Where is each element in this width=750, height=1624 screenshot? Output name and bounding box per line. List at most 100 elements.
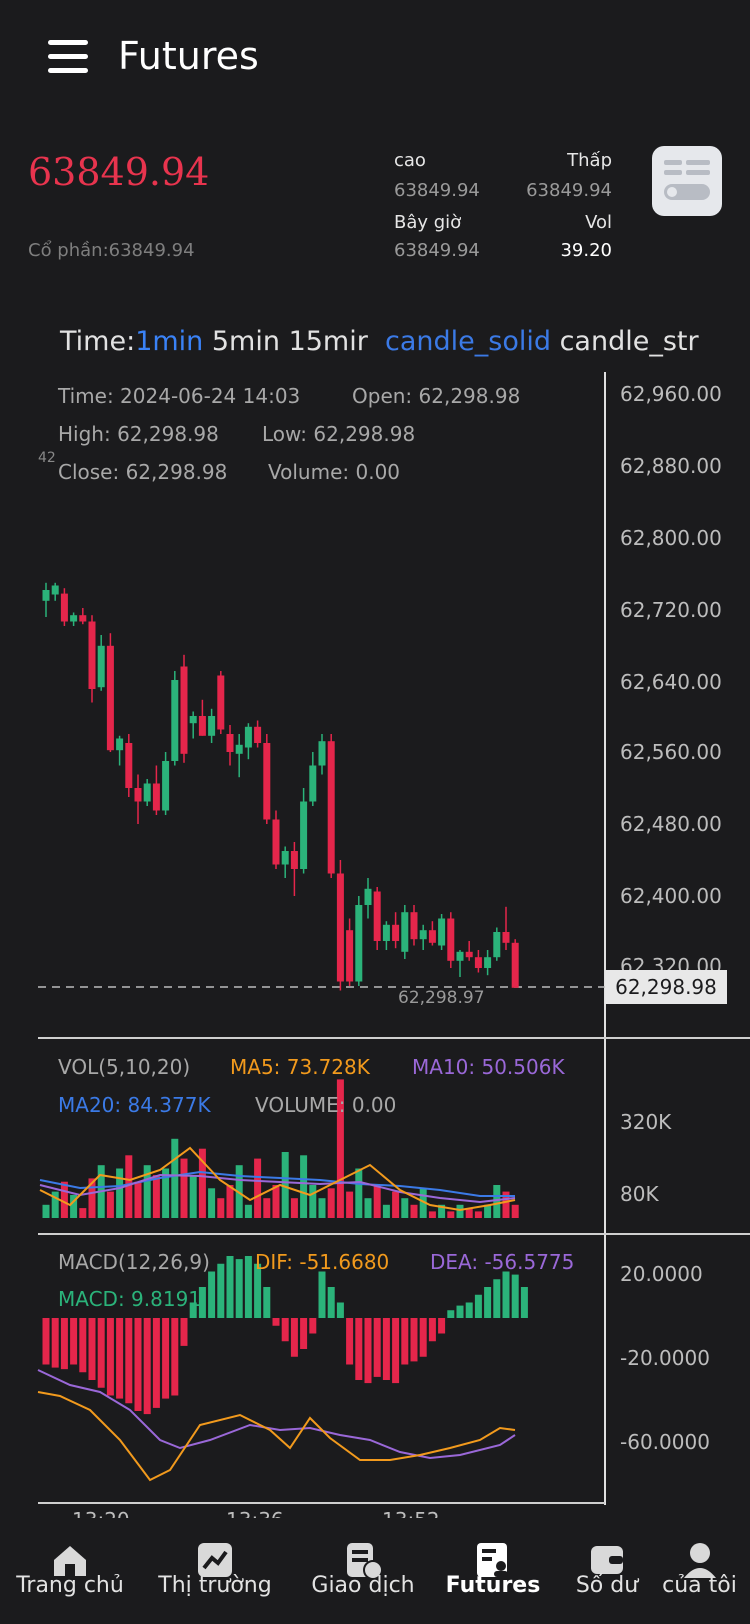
- candle-body: [79, 615, 87, 622]
- macd-bar: [88, 1318, 96, 1380]
- volume-bar: [318, 1198, 326, 1218]
- price-tick: 62,800.00: [620, 526, 722, 550]
- macd-bar: [152, 1318, 160, 1408]
- volume-bar: [198, 1148, 206, 1218]
- candle-body: [134, 788, 142, 802]
- nav-market[interactable]: Thị trường: [150, 1518, 280, 1624]
- volume-bar: [51, 1191, 59, 1218]
- candle-body: [290, 851, 298, 869]
- volume-bar: [447, 1211, 455, 1218]
- type-candle-solid[interactable]: candle_solid: [385, 326, 551, 357]
- candle-body: [364, 888, 372, 905]
- macd-bar: [254, 1263, 262, 1318]
- candle-body: [392, 924, 400, 941]
- volume-bar: [465, 1208, 473, 1218]
- low-value: 63849.94: [526, 180, 612, 201]
- candle-body: [419, 930, 427, 940]
- volume-bar: [309, 1185, 317, 1218]
- nav-futures[interactable]: Futures: [428, 1518, 558, 1624]
- vol-tick: 80K: [620, 1182, 659, 1206]
- macd-bar: [520, 1287, 528, 1318]
- macd-tick: -60.0000: [620, 1430, 710, 1454]
- macd-bar: [447, 1310, 455, 1318]
- volume-bar: [125, 1155, 133, 1218]
- candle-body: [42, 590, 50, 601]
- candle-high: High: 62,298.98: [58, 422, 219, 446]
- macd-bar: [235, 1259, 243, 1318]
- candle-body: [327, 741, 335, 874]
- nav-home[interactable]: Trang chủ: [5, 1518, 135, 1624]
- volume-bar: [300, 1155, 308, 1218]
- candle-body: [162, 761, 170, 811]
- candle-body: [254, 726, 262, 743]
- macd-bars: [42, 1256, 528, 1415]
- candle-body: [272, 819, 280, 865]
- kline-chart[interactable]: [0, 366, 750, 1518]
- vol-ma5: MA5: 73.728K: [230, 1055, 370, 1079]
- volume-bar: [143, 1165, 151, 1218]
- candle-body: [235, 744, 243, 754]
- macd-bar: [290, 1318, 298, 1357]
- nav-profile[interactable]: của tôi: [652, 1518, 747, 1624]
- candle-body: [447, 918, 455, 961]
- nav-trade-label: Giao dịch: [311, 1573, 415, 1598]
- macd-bar: [373, 1318, 381, 1377]
- ma5-line: [39, 1146, 516, 1212]
- macd-bar: [281, 1318, 289, 1342]
- volume-bar: [484, 1204, 492, 1218]
- nav-profile-label: của tôi: [662, 1573, 737, 1598]
- macd-bar: [208, 1271, 216, 1318]
- candle-body: [336, 873, 344, 982]
- price-tick: 62,960.00: [620, 382, 722, 406]
- ma20-line: [39, 1170, 515, 1197]
- market-chart-icon: [198, 1543, 232, 1577]
- volume-bar: [60, 1181, 68, 1218]
- candle-body: [281, 851, 289, 865]
- volume-bar: [373, 1185, 381, 1218]
- interval-5min[interactable]: 5min: [211, 326, 280, 357]
- ma-lines: [37, 1146, 516, 1482]
- settings-toggle-icon[interactable]: [652, 146, 722, 216]
- macd-bar: [106, 1318, 114, 1396]
- bottom-nav: Trang chủ Thị trường Giao dịch Futures: [0, 1518, 750, 1624]
- volume-bar: [456, 1204, 464, 1218]
- macd-bar: [419, 1318, 427, 1357]
- edge-label: 42: [38, 450, 56, 466]
- candle-body: [97, 645, 105, 688]
- home-icon: [54, 1546, 86, 1576]
- candle-body: [382, 924, 390, 941]
- interval-15min[interactable]: 15mir: [288, 326, 368, 357]
- macd-bar: [60, 1318, 68, 1370]
- interval-bar: Time:1min 5min 15mir candle_solid candle…: [60, 326, 699, 357]
- macd-value: MACD: 9.8191: [58, 1287, 202, 1311]
- macd-bar: [226, 1256, 234, 1318]
- volume-bar: [327, 1188, 335, 1218]
- vol-tick: 320K: [620, 1110, 672, 1134]
- app-header: Futures: [0, 0, 750, 120]
- macd-bar: [355, 1318, 363, 1380]
- candle-low: Low: 62,298.98: [262, 422, 416, 446]
- share-price-label: Cổ phần:63849.94: [28, 240, 195, 261]
- interval-1min[interactable]: 1min: [135, 326, 204, 357]
- vol-value: 39.20: [560, 240, 612, 261]
- macd-bar: [456, 1305, 464, 1318]
- type-candle-stroke[interactable]: candle_str: [559, 326, 699, 357]
- volume-bar: [171, 1138, 179, 1218]
- candle-body: [189, 716, 197, 724]
- macd-bar: [300, 1318, 308, 1349]
- futures-icon: [477, 1543, 508, 1577]
- dea-line: [37, 1369, 516, 1460]
- volume-bar: [493, 1185, 501, 1218]
- vol-ma20: MA20: 84.377K: [58, 1093, 211, 1117]
- candle-body: [244, 726, 252, 748]
- page-title: Futures: [118, 34, 259, 78]
- nav-balance[interactable]: Số dư: [562, 1518, 652, 1624]
- candle-body: [456, 951, 464, 961]
- high-value: 63849.94: [394, 180, 480, 201]
- price-tick: 62,400.00: [620, 884, 722, 908]
- menu-icon[interactable]: [48, 40, 88, 74]
- candle-body: [428, 930, 436, 943]
- nav-trade[interactable]: Giao dịch: [298, 1518, 428, 1624]
- macd-dea: DEA: -56.5775: [430, 1250, 575, 1274]
- nav-balance-label: Số dư: [575, 1573, 639, 1598]
